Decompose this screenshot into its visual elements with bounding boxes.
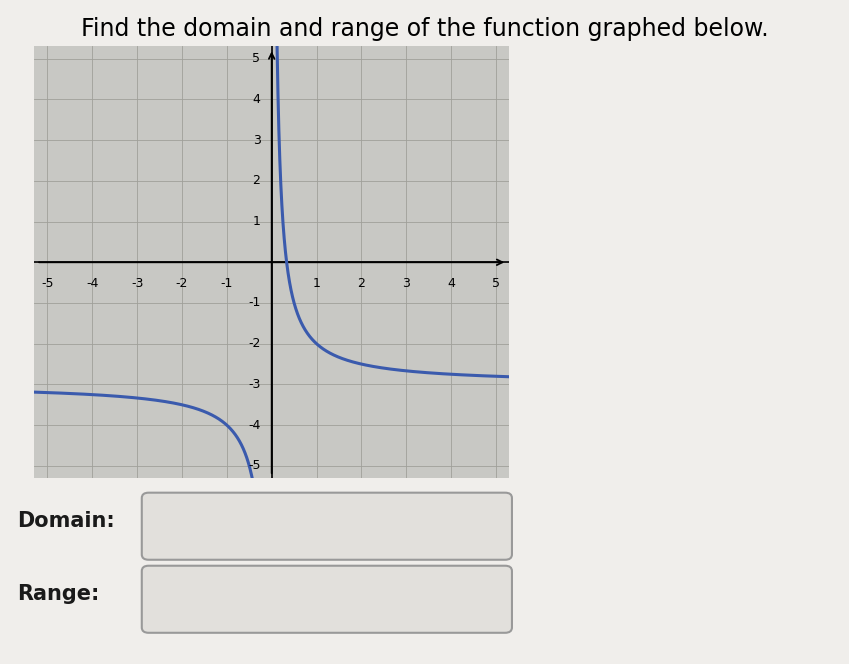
Text: -4: -4 <box>248 418 261 432</box>
Text: -5: -5 <box>41 276 53 290</box>
Text: Range:: Range: <box>17 584 99 604</box>
Text: Domain:: Domain: <box>17 511 115 531</box>
Text: 3: 3 <box>402 276 410 290</box>
Text: 1: 1 <box>312 276 320 290</box>
Text: -5: -5 <box>248 459 261 472</box>
Text: 2: 2 <box>357 276 365 290</box>
Text: -1: -1 <box>248 297 261 309</box>
Text: 2: 2 <box>253 175 261 187</box>
Text: -3: -3 <box>248 378 261 391</box>
Text: -3: -3 <box>131 276 143 290</box>
Text: -2: -2 <box>248 337 261 350</box>
Text: -1: -1 <box>221 276 233 290</box>
Text: 4: 4 <box>447 276 455 290</box>
Text: 3: 3 <box>253 133 261 147</box>
Text: 4: 4 <box>253 93 261 106</box>
Text: 5: 5 <box>252 52 261 65</box>
Text: 1: 1 <box>253 215 261 228</box>
Text: -2: -2 <box>176 276 188 290</box>
Text: -4: -4 <box>86 276 98 290</box>
Text: 5: 5 <box>492 276 500 290</box>
Text: Find the domain and range of the function graphed below.: Find the domain and range of the functio… <box>81 17 768 41</box>
